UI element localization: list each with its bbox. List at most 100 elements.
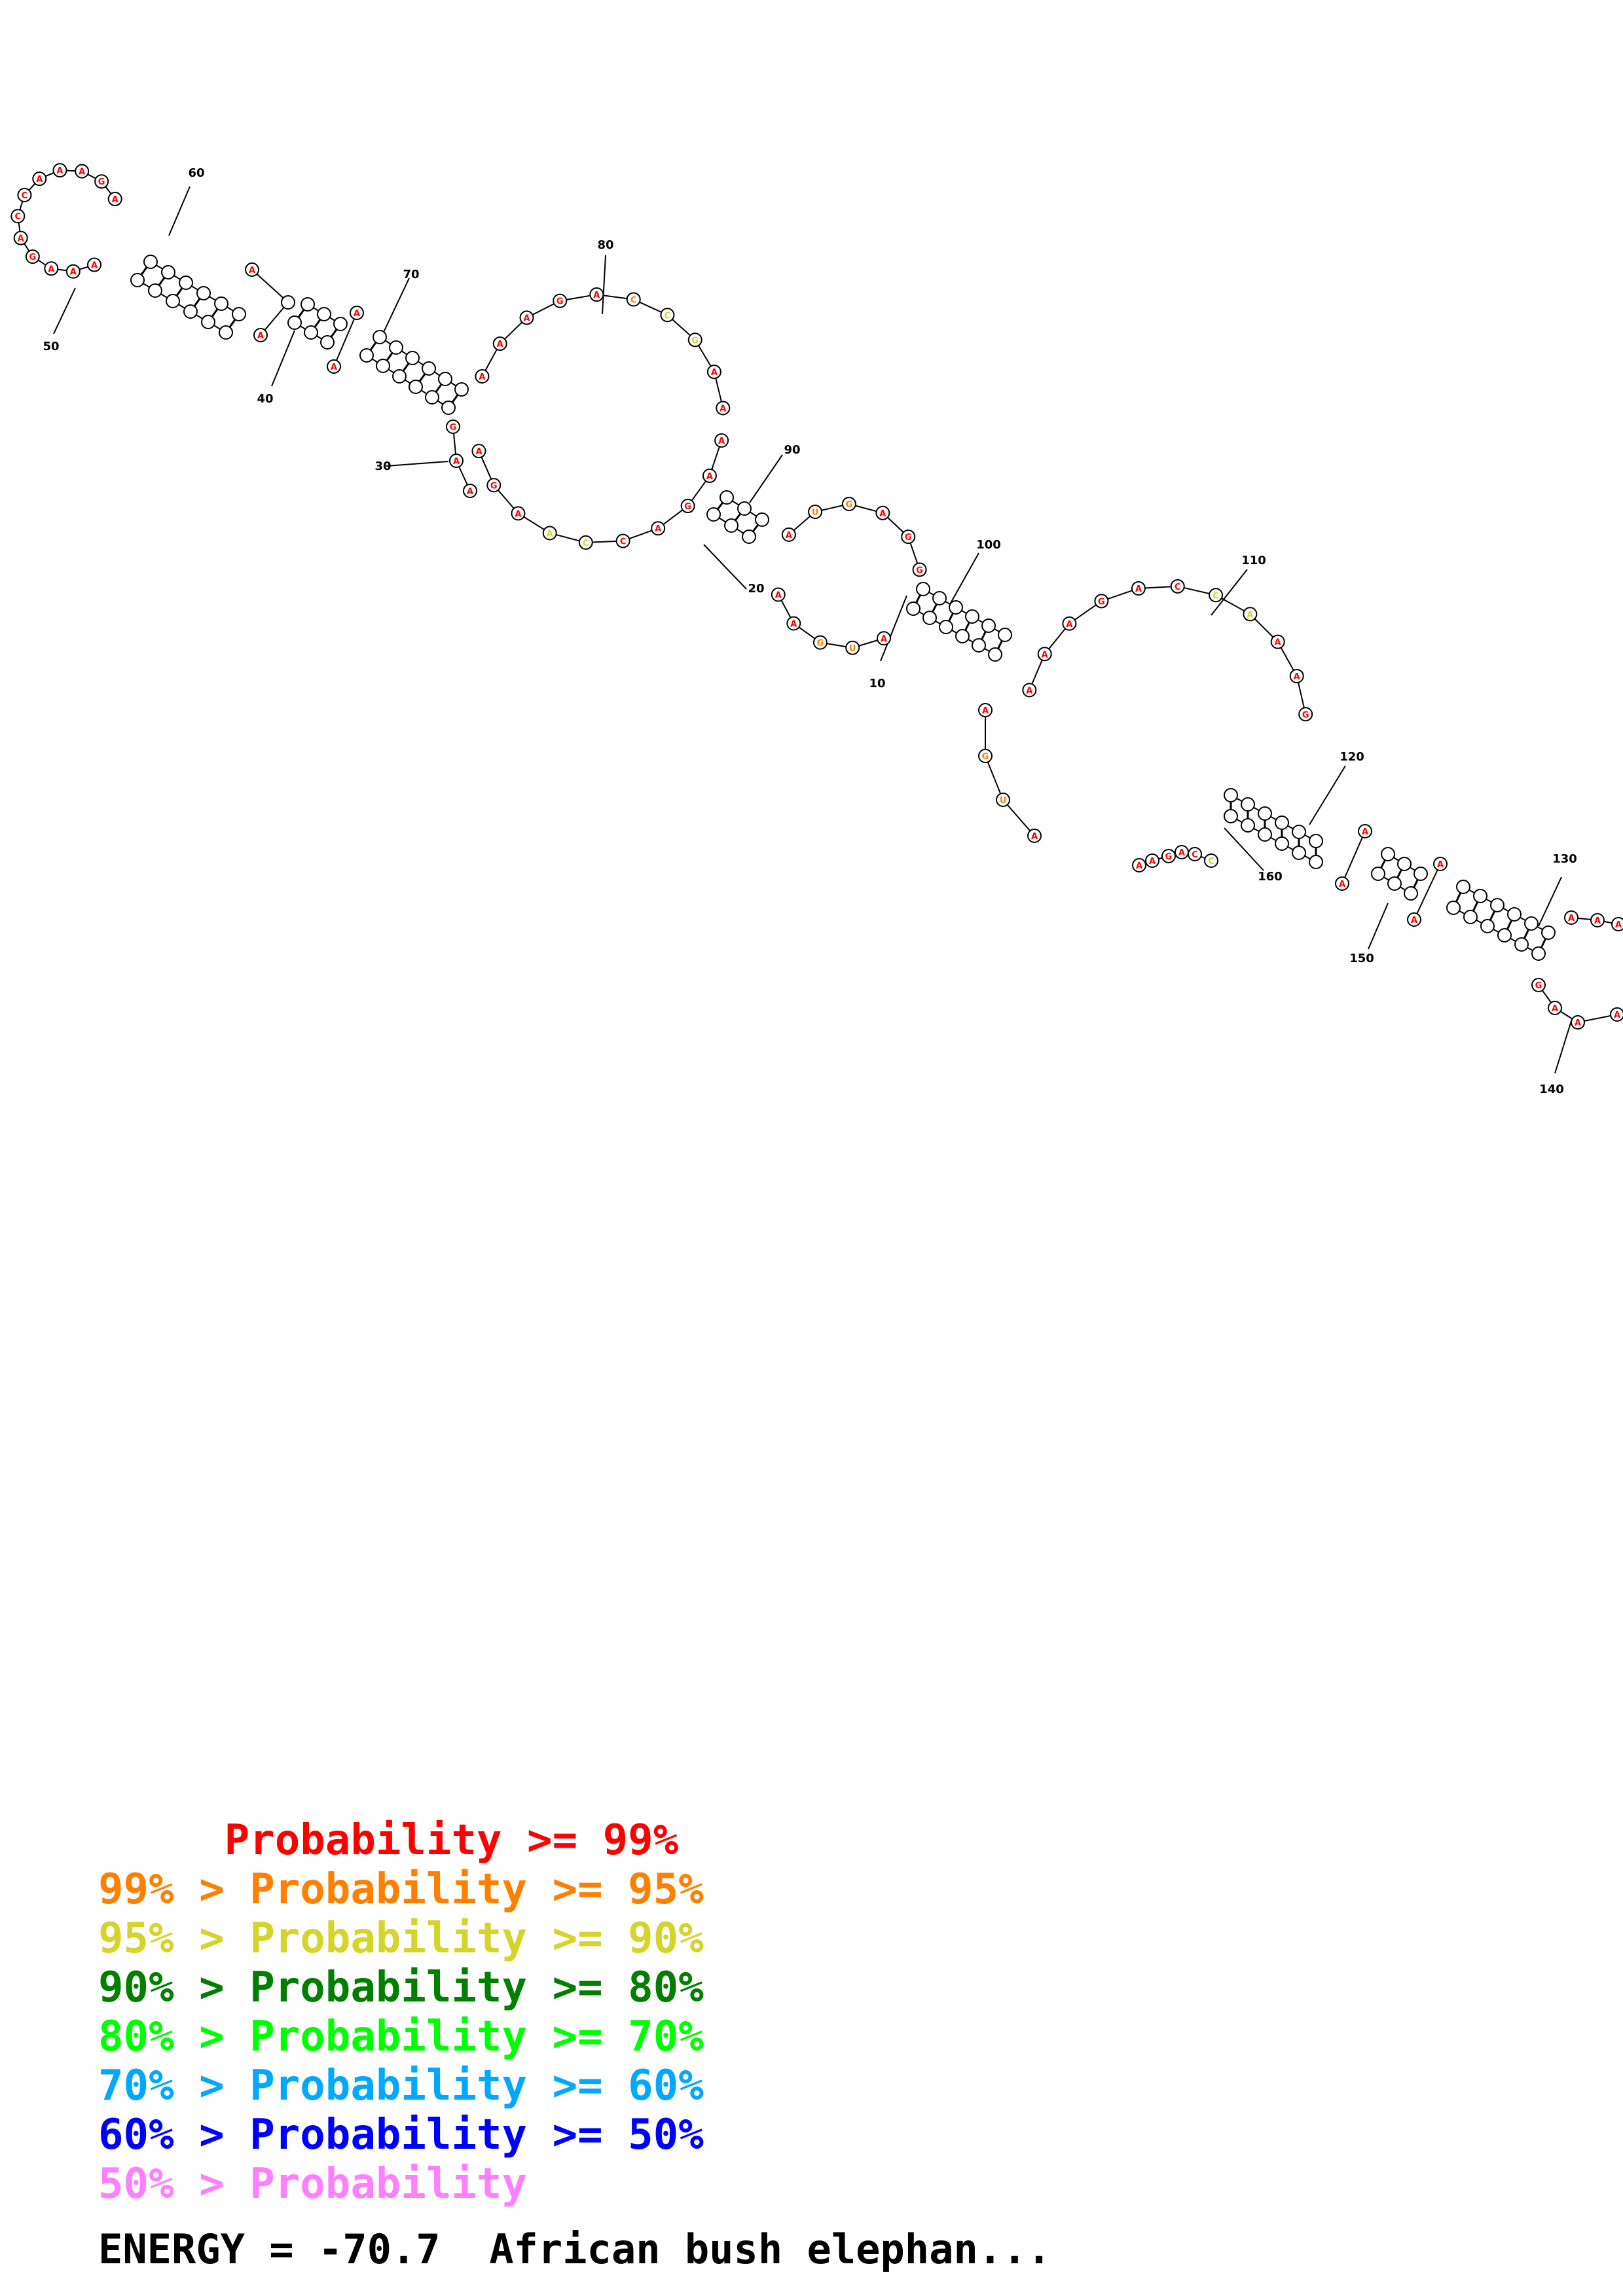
nucleotide-circle <box>972 638 986 653</box>
nucleotide: A <box>877 631 891 646</box>
nucleotide-circle <box>916 582 930 596</box>
nucleotide-letter: G <box>817 639 824 649</box>
nucleotide: G <box>841 497 856 512</box>
nucleotide: G <box>1531 978 1546 992</box>
nucleotide: C <box>1188 847 1202 861</box>
nucleotide-circle <box>771 587 786 602</box>
nucleotide-circle <box>702 468 717 483</box>
nucleotide-circle <box>320 335 335 350</box>
nucleotide <box>143 255 158 269</box>
nucleotide <box>214 296 228 311</box>
nucleotide-circle <box>912 562 927 577</box>
nucleotide-circle <box>1611 917 1623 931</box>
nucleotide <box>148 283 162 298</box>
nucleotide-circle <box>978 749 993 763</box>
nucleotide: A <box>716 401 731 416</box>
nucleotide <box>1531 946 1546 961</box>
nucleotide: U <box>808 504 823 519</box>
nucleotide-circle <box>939 620 953 634</box>
nucleotide <box>720 490 734 505</box>
nucleotide-circle <box>1188 847 1202 861</box>
nucleotide-circle <box>981 619 996 633</box>
nucleotide-letter: A <box>70 268 77 278</box>
nucleotide <box>422 361 436 376</box>
nucleotide-letter: A <box>879 509 886 519</box>
nucleotide: A <box>65 264 81 279</box>
nucleotide: A <box>714 433 729 448</box>
nucleotide-circle <box>841 497 856 512</box>
nucleotide-circle <box>1358 824 1372 838</box>
nucleotide-letter: A <box>655 524 661 534</box>
nucleotide <box>359 348 374 363</box>
nucleotide-circle <box>405 351 420 365</box>
nucleotide-letter: A <box>1136 861 1142 871</box>
nucleotide-circle <box>1446 901 1461 915</box>
nucleotide <box>304 325 318 340</box>
nucleotide-circle <box>281 295 295 310</box>
nucleotide-letter: C <box>1175 583 1181 592</box>
nucleotide <box>922 611 937 625</box>
position-label: 120 <box>1340 750 1364 764</box>
nucleotide <box>1397 857 1412 871</box>
nucleotide: C <box>578 535 593 550</box>
nucleotide-circle <box>875 505 890 520</box>
backbone-segment <box>251 269 289 303</box>
nucleotide-circle <box>1541 925 1556 940</box>
nucleotide: A <box>706 365 721 380</box>
nucleotide-circle <box>454 382 469 397</box>
nucleotide <box>454 382 469 397</box>
nucleotide: A <box>1611 917 1623 931</box>
nucleotide-letter: A <box>711 368 718 378</box>
nucleotide-letter: A <box>1575 1018 1581 1028</box>
nucleotide <box>219 325 233 340</box>
nucleotide-circle <box>1243 607 1258 622</box>
nucleotide-circle <box>1497 928 1512 942</box>
nucleotide <box>389 340 403 355</box>
nucleotide-letter: A <box>91 261 98 271</box>
nucleotide-letter: A <box>1149 857 1156 867</box>
nucleotide-circle <box>148 283 162 298</box>
nucleotide-circle <box>706 507 721 522</box>
nucleotide-circle <box>742 529 756 544</box>
nucleotide-letter: C <box>1208 857 1214 867</box>
nucleotide-circle <box>196 286 211 300</box>
nucleotide <box>1371 867 1385 881</box>
nucleotide <box>1473 889 1487 903</box>
nucleotide-circle <box>359 348 374 363</box>
nucleotide-circle <box>1371 867 1385 881</box>
nucleotide: C <box>615 533 630 548</box>
nucleotide-circle <box>998 628 1012 642</box>
position-label: 90 <box>784 443 800 457</box>
nucleotide-circle <box>1258 827 1272 842</box>
position-tick <box>1554 1020 1572 1074</box>
nucleotide <box>1224 788 1238 802</box>
nucleotide <box>742 529 756 544</box>
nucleotide: A <box>1243 607 1258 622</box>
nucleotide <box>949 600 963 615</box>
nucleotide: A <box>1571 1015 1585 1030</box>
nucleotide-circle <box>1564 910 1578 925</box>
nucleotide: G <box>1298 707 1313 722</box>
nucleotide-letter: C <box>665 311 671 321</box>
nucleotide-circle <box>1270 634 1285 649</box>
position-label: 20 <box>748 582 764 596</box>
nucleotide: A <box>1132 858 1146 872</box>
nucleotide-letter: G <box>905 533 912 543</box>
nucleotide <box>1524 916 1539 931</box>
nucleotide <box>1514 937 1529 952</box>
nucleotide-letter: A <box>1031 832 1038 842</box>
nucleotide <box>1258 806 1272 821</box>
nucleotide-letter: C <box>583 539 589 548</box>
nucleotide <box>317 307 331 321</box>
backbone-segment <box>333 312 357 367</box>
nucleotide: A <box>1131 581 1146 596</box>
nucleotide <box>196 286 211 300</box>
nucleotide-circle <box>932 591 947 605</box>
nucleotide: G <box>901 529 916 545</box>
nucleotide: A <box>13 230 28 245</box>
nucleotide: G <box>553 293 568 308</box>
nucleotide-circle <box>1027 829 1042 843</box>
nucleotide-circle <box>1387 876 1402 891</box>
nucleotide-circle <box>449 454 464 468</box>
